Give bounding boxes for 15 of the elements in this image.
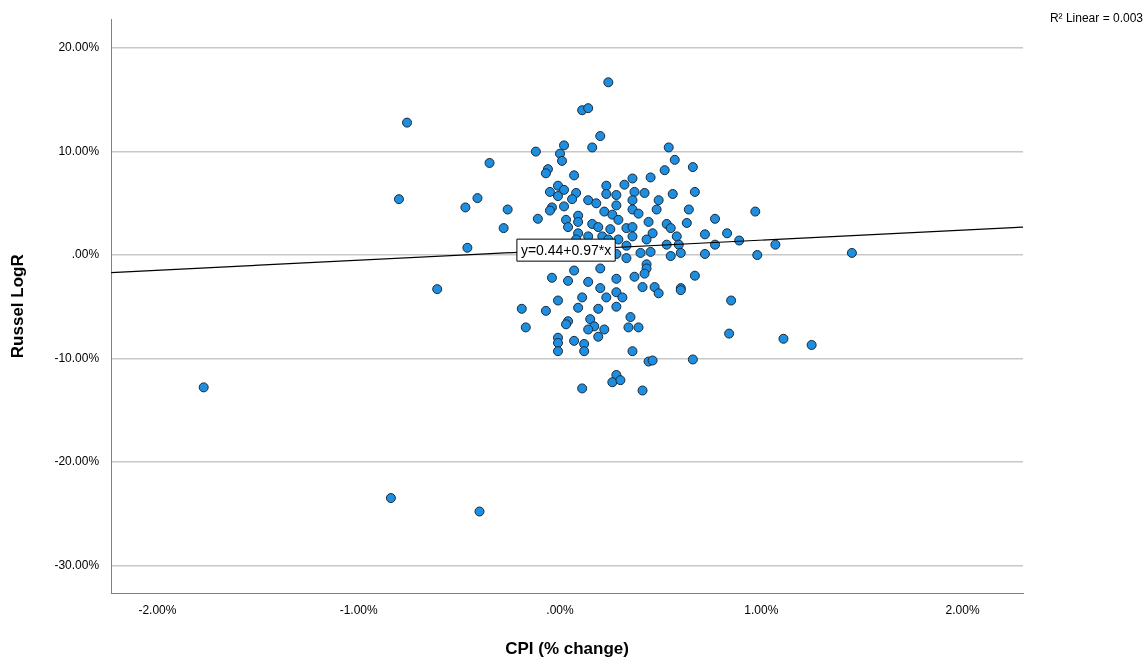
annotation: y=0.44+0.97*x [520,242,612,258]
x-tick-label: 1.00% [744,602,779,617]
x-axis-title: CPI (% change) [505,639,629,659]
y-tick-label: 20.00% [58,40,100,55]
x-tick-label: -1.00% [339,602,379,617]
x-tick-label: 2.00% [945,602,980,617]
y-tick-label: -20.00% [54,454,100,469]
y-axis-title: Russel LogR [7,254,27,359]
x-tick-label: .00% [546,602,574,617]
y-tick-label: 10.00% [58,143,100,158]
y-tick-label: -30.00% [54,557,100,572]
y-tick-label: .00% [71,247,100,262]
y-tick-label: -10.00% [54,350,100,365]
text: R² Linear = 0.003 [1049,11,1144,26]
x-tick-label: -2.00% [138,602,177,617]
